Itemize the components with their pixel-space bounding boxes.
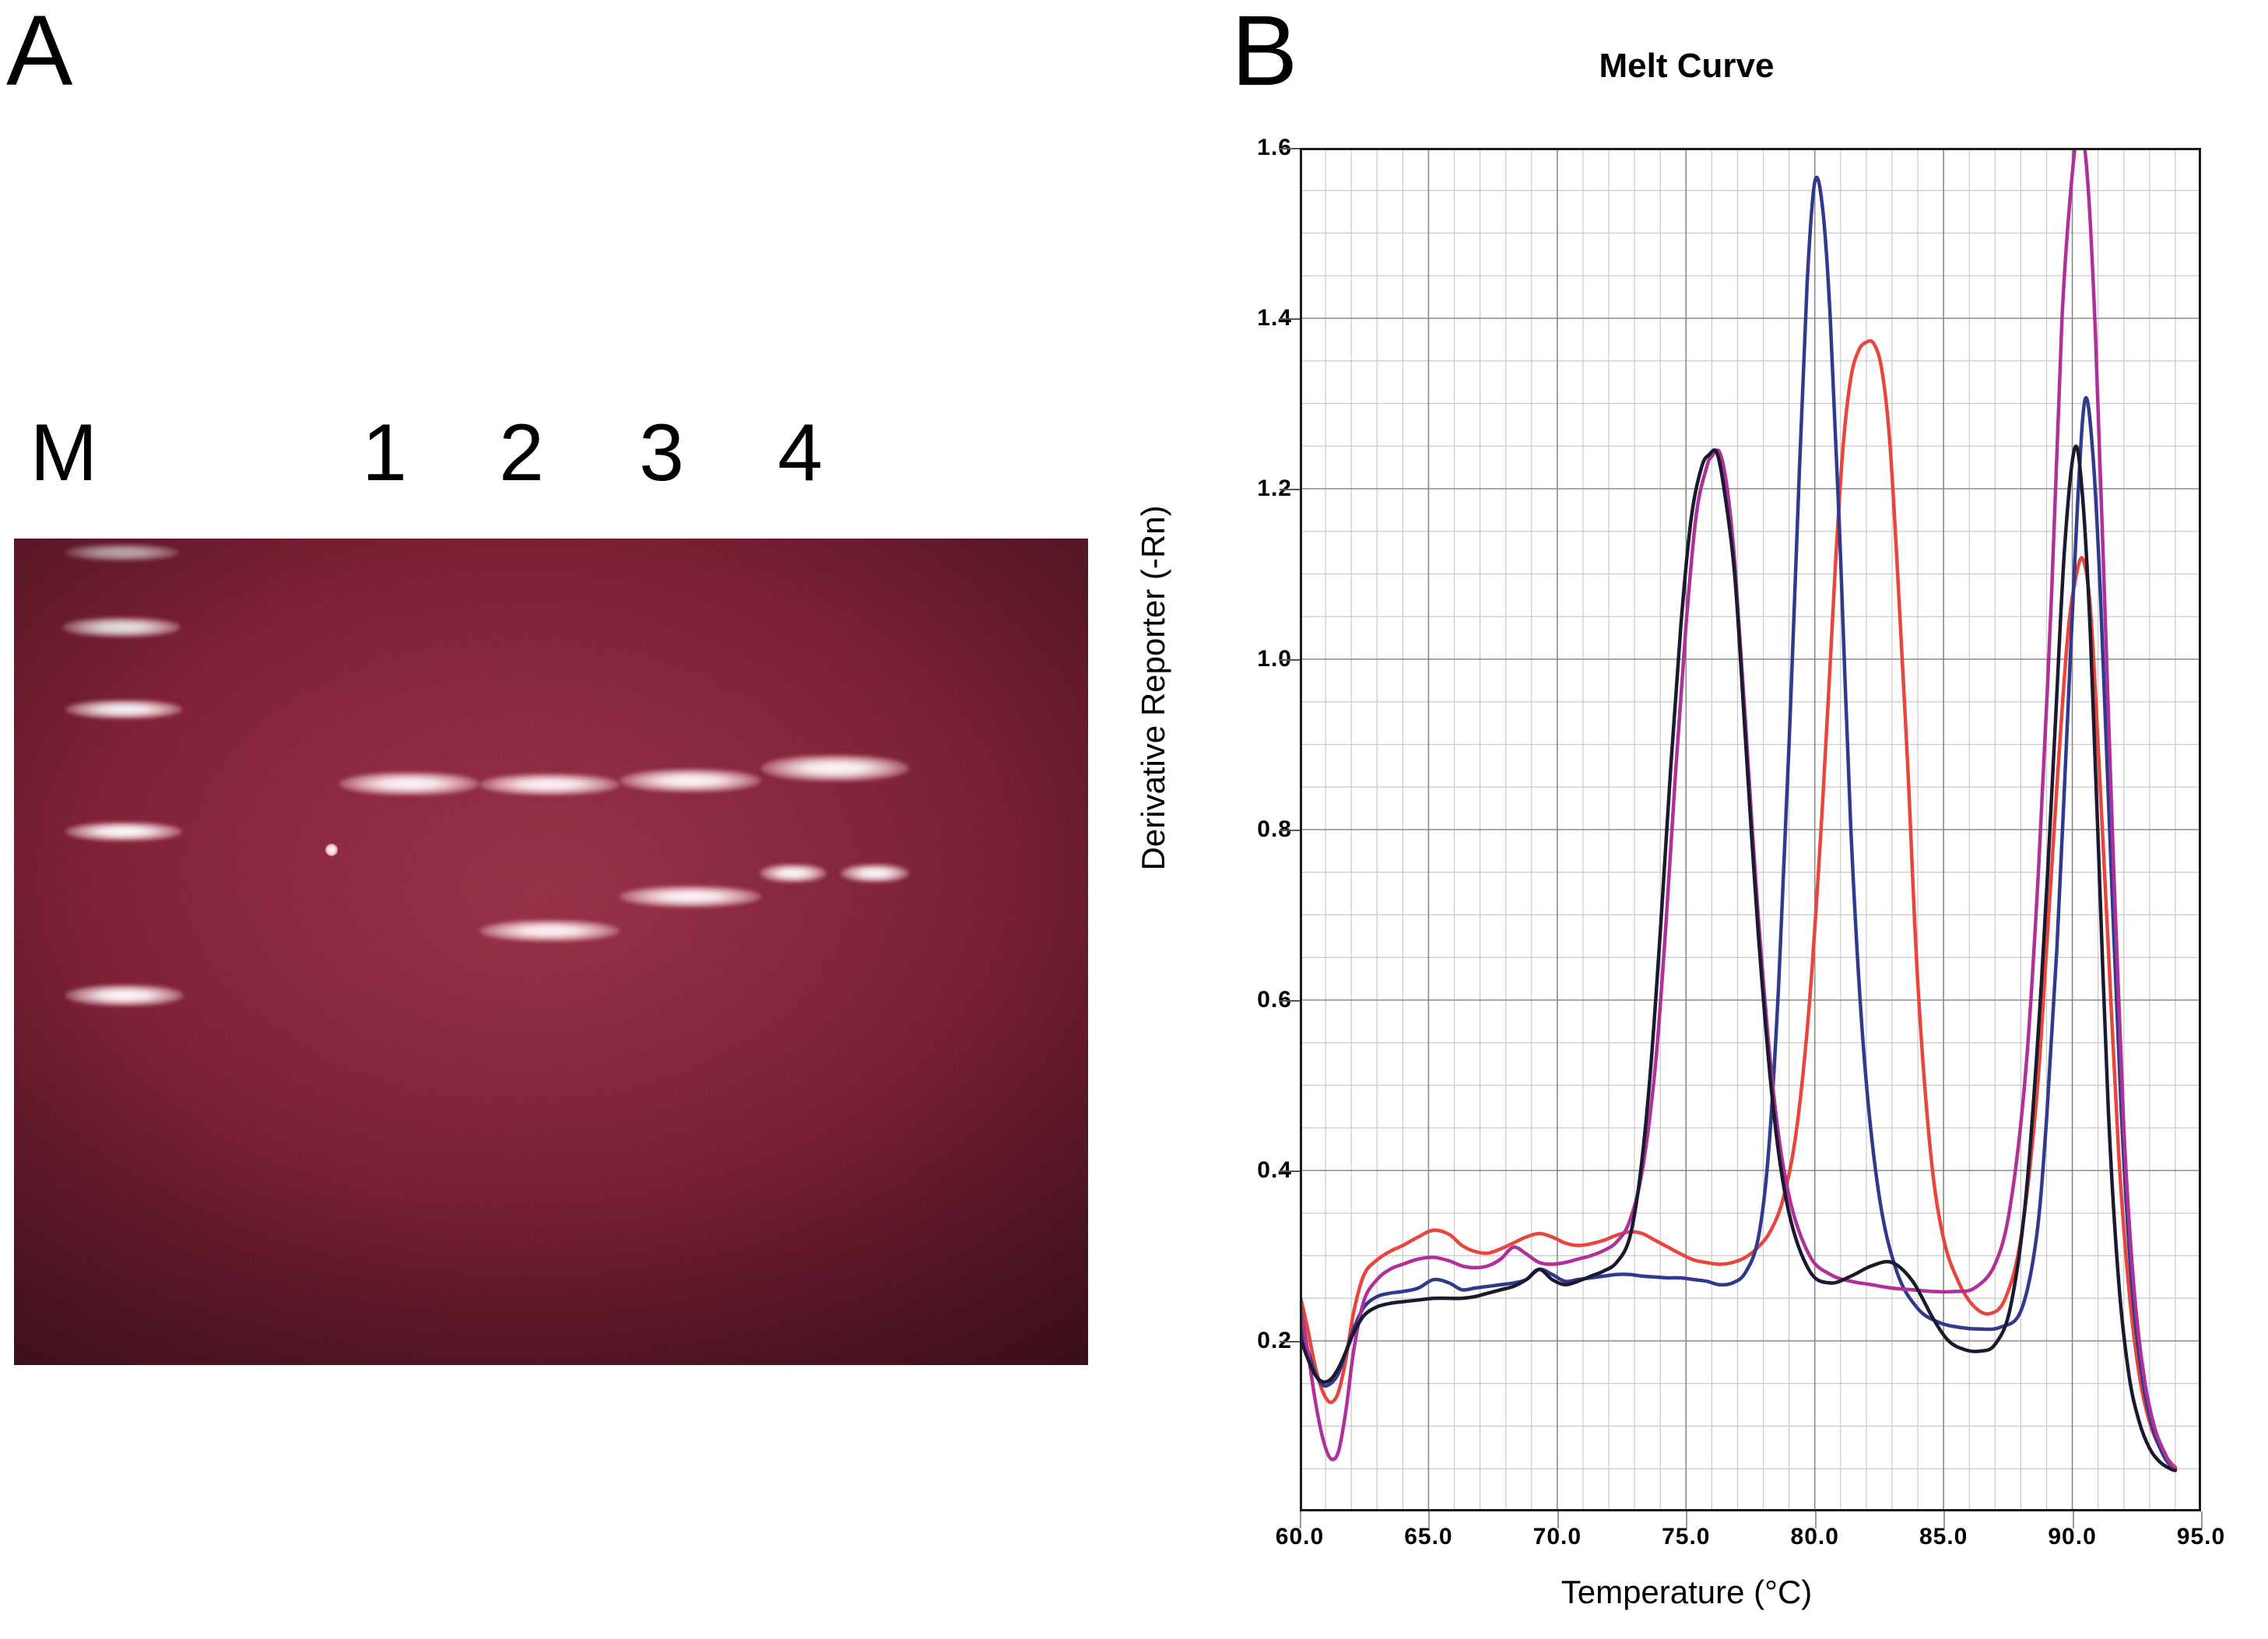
gel-electrophoresis-image [14, 539, 1088, 1365]
ladder-band [65, 700, 182, 719]
y-tick-mark [1280, 1000, 1300, 1002]
y-tick-mark [1280, 318, 1300, 320]
y-axis-title: Derivative Reporter (-Rn) [1135, 505, 1171, 871]
x-tick-mark [2072, 1511, 2074, 1528]
gel-lane-label-3: 3 [639, 408, 684, 498]
y-tick-mark [1280, 1341, 1300, 1342]
panel-a-label: A [6, 0, 73, 107]
y-tick-mark [1280, 489, 1300, 490]
major-gridlines [1300, 148, 2201, 1511]
plot-border [1300, 148, 2201, 1511]
y-tick-label: 1.0 [1257, 646, 1292, 672]
gel-lane-label-m: M [30, 408, 98, 498]
x-tick-label: 90.0 [2048, 1524, 2097, 1550]
x-tick-mark [2201, 1511, 2203, 1528]
melt-curve-plot: 0.2 0.4 0.6 0.8 1.0 1.2 1.4 1.6 60.0 65.0 70.0 75.… [1257, 135, 2224, 1550]
gel-lane-label-1: 1 [362, 408, 407, 498]
lane3-band [620, 886, 761, 907]
y-tick-label: 0.4 [1257, 1157, 1292, 1183]
x-tick-label: 70.0 [1532, 1524, 1582, 1550]
lane4-band [841, 864, 909, 883]
y-tick-mark [1280, 830, 1300, 831]
x-tick-mark [1300, 1511, 1301, 1528]
y-tick-label: 0.8 [1257, 816, 1292, 842]
melt-curve-line-blue [1300, 175, 2178, 1471]
ladder-band [65, 822, 182, 841]
y-tick-label: 0.2 [1257, 1328, 1292, 1353]
x-tick-label: 80.0 [1790, 1524, 1839, 1550]
lane3-band [620, 769, 761, 792]
lane4-band [760, 864, 827, 883]
y-tick-label: 1.2 [1257, 476, 1292, 501]
gel-noise-texture [14, 539, 1088, 1365]
y-tick-label: 1.6 [1257, 135, 1292, 160]
gel-lane-label-4: 4 [778, 408, 823, 498]
x-tick-mark [1428, 1511, 1431, 1528]
y-tick-mark [1280, 148, 1300, 149]
x-tick-label: 75.0 [1662, 1524, 1711, 1550]
y-tick-mark [1280, 659, 1300, 661]
x-tick-mark [1814, 1511, 1817, 1528]
panel-a-gel: A M 1 2 3 4 [0, 0, 1105, 1639]
y-tick-label: 1.4 [1257, 305, 1292, 331]
melt-curve-line-black [1300, 444, 2178, 1472]
x-tick-label: 85.0 [1919, 1524, 1968, 1550]
melt-curve-svg [1300, 148, 2201, 1511]
x-tick-mark [1557, 1511, 1559, 1528]
y-tick-mark [1280, 1170, 1300, 1172]
x-tick-mark [1686, 1511, 1688, 1528]
melt-curve-series [1300, 148, 2178, 1472]
x-tick-label: 60.0 [1275, 1524, 1325, 1550]
x-tick-label: 65.0 [1404, 1524, 1453, 1550]
gel-vignette [14, 539, 1088, 1365]
ladder-band [62, 617, 181, 637]
chart-title: Melt Curve [1599, 47, 1775, 85]
panel-b-melt-curve: B Melt Curve Derivative Reporter (-Rn) T… [1105, 0, 2268, 1639]
x-axis-title: Temperature (°C) [1561, 1574, 1813, 1610]
gel-speck [325, 844, 338, 856]
ladder-band [65, 984, 184, 1006]
lane1-band [339, 772, 479, 795]
x-tick-label: 95.0 [2176, 1524, 2226, 1550]
lane2-band [479, 920, 620, 942]
lane4-band [761, 755, 909, 781]
y-tick-label: 0.6 [1257, 987, 1292, 1013]
x-tick-mark [1943, 1511, 1946, 1528]
ladder-band [65, 544, 179, 561]
lane2-band [479, 774, 620, 795]
panel-b-label: B [1231, 0, 1298, 107]
gel-lane-label-2: 2 [499, 408, 544, 498]
